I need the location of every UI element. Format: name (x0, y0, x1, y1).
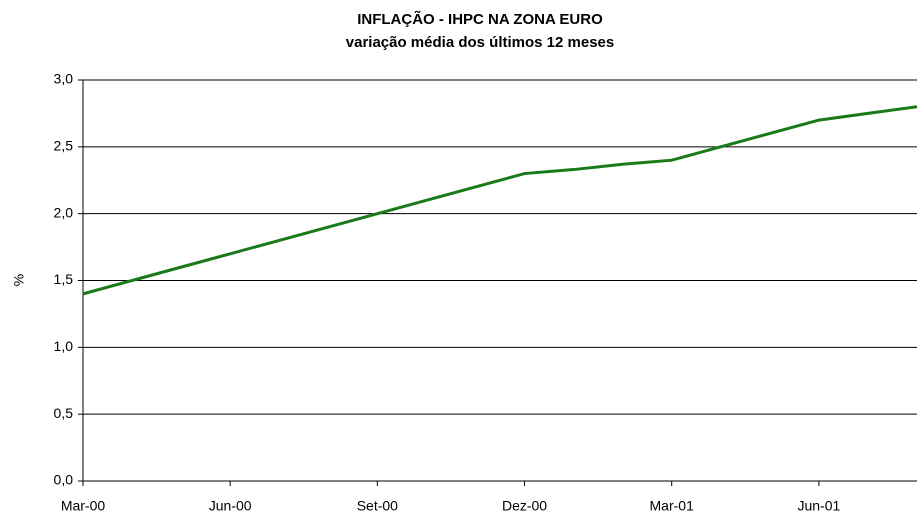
x-tick-label: Mar-00 (61, 498, 106, 514)
y-tick-label: 1,0 (54, 338, 74, 354)
y-tick-label: 1,5 (54, 271, 74, 287)
y-axis-label: % (11, 274, 27, 286)
chart-subtitle: variação média dos últimos 12 meses (346, 34, 614, 51)
x-tick-label: Mar-01 (650, 498, 695, 514)
y-tick-label: 2,5 (54, 138, 74, 154)
x-tick-label: Jun-01 (797, 498, 840, 514)
line-series (82, 105, 918, 296)
chart-title: INFLAÇÃO - IHPC NA ZONA EURO (357, 10, 603, 28)
y-tick-label: 2,0 (54, 204, 74, 220)
y-tick-label: 0,5 (54, 405, 74, 421)
y-tick-label: 3,0 (54, 71, 74, 87)
y-tick-label: 0,0 (54, 472, 74, 488)
x-tick-label: Jun-00 (209, 498, 252, 514)
x-tick-label: Dez-00 (502, 498, 547, 514)
x-tick-label: Set-00 (357, 498, 398, 514)
